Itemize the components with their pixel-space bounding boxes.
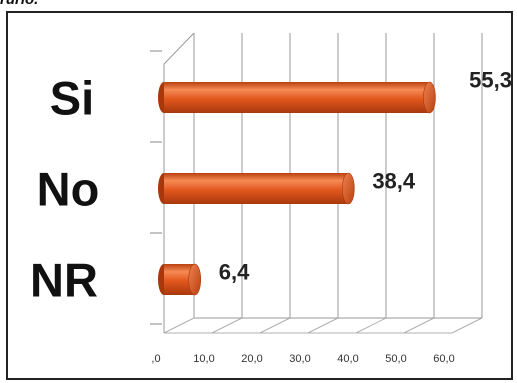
floor-line-0 xyxy=(163,317,195,334)
floor-line-5 xyxy=(403,317,435,334)
floor-line-4 xyxy=(355,317,387,334)
x-tick-label-0: ,0 xyxy=(151,353,160,365)
floor-line-6 xyxy=(451,317,483,334)
floor-line-3 xyxy=(307,317,339,334)
value-label-nr: 6,4 xyxy=(219,260,250,285)
category-label-si: Si xyxy=(50,72,94,125)
bar-end-cap xyxy=(188,263,202,296)
bar-nr xyxy=(158,263,202,296)
bar-end-cap xyxy=(342,172,355,205)
category-label-nr: NR xyxy=(30,254,98,307)
partial-header-text: rurlo. xyxy=(0,0,38,8)
category-label-no: No xyxy=(37,163,100,216)
bar-end-cap xyxy=(423,81,436,114)
label-layer: Si No NR 55,3 38,4 6,4 ,0 10,0 20,0 30,0 40,0 50,0 6… xyxy=(30,68,512,366)
x-tick-label-4: 40,0 xyxy=(337,353,358,365)
x-tick-label-1: 10,0 xyxy=(193,353,214,365)
x-tick-label-5: 50,0 xyxy=(385,353,406,365)
bar-no xyxy=(158,172,355,205)
x-tick-label-6: 60,0 xyxy=(433,353,454,365)
bar-layer xyxy=(158,81,436,296)
bar-body xyxy=(164,82,430,113)
value-label-si: 55,3 xyxy=(469,68,512,93)
floor-line-2 xyxy=(259,317,291,334)
x-tick-label-2: 20,0 xyxy=(241,353,262,365)
floor-line-1 xyxy=(211,317,243,334)
bar-si xyxy=(158,81,436,114)
x-tick-label-3: 30,0 xyxy=(289,353,310,365)
bar-body xyxy=(164,173,349,204)
value-label-no: 38,4 xyxy=(372,169,416,194)
left-wall-top-edge xyxy=(163,32,195,65)
